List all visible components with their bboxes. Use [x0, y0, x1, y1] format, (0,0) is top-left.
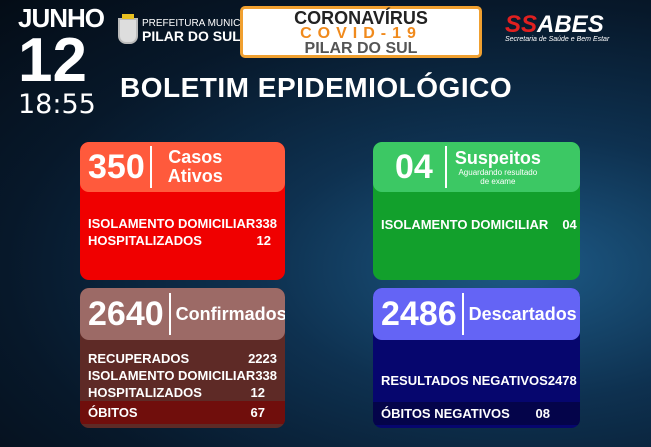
row-label: ISOLAMENTO DOMICILIAR: [381, 217, 549, 232]
row-label: RECUPERADOS: [88, 351, 190, 366]
list-item: HOSPITALIZADOS 12: [80, 232, 285, 249]
time: 18:55: [18, 89, 96, 120]
obitos-label: ÓBITOS NEGATIVOS: [381, 406, 510, 421]
banner-line3: PILAR DO SUL: [304, 40, 418, 57]
ativos-number: 350: [80, 146, 152, 188]
row-label: HOSPITALIZADOS: [88, 233, 202, 248]
obitos-row: ÓBITOS 67: [80, 401, 285, 424]
card-suspeitos: 04 Suspeitos Aguardando resultado de exa…: [373, 142, 580, 280]
row-label: ISOLAMENTO DOMICILIAR: [88, 368, 256, 383]
banner-line1: CORONAVÍRUS: [294, 8, 428, 28]
confirmados-number: 2640: [80, 293, 171, 335]
row-value: 338: [255, 368, 278, 383]
list-item: RESULTADOS NEGATIVOS 2478: [373, 372, 580, 389]
logo-subtitle: Secretaria de Saúde e Bem Estar: [505, 36, 610, 43]
prefeitura-logo: PREFEITURA MUNICIPAL PILAR DO SUL: [118, 14, 262, 44]
list-item: HOSPITALIZADOS 12: [80, 384, 285, 401]
list-item: ISOLAMENTO DOMICILIAR 338: [80, 367, 285, 384]
card-confirmados: 2640 Confirmados RECUPERADOS 2223 ISOLAME…: [80, 288, 285, 428]
row-value: 338: [255, 216, 278, 231]
logo-name: ABES: [537, 11, 604, 38]
confirmados-label: Confirmados: [175, 303, 285, 324]
prefeitura-line1: PREFEITURA MUNICIPAL: [142, 18, 262, 29]
card-descartados: 2486 Descartados RESULTADOS NEGATIVOS 247…: [373, 288, 580, 428]
list-item: ISOLAMENTO DOMICILIAR 04: [373, 216, 580, 233]
banner-line2: COVID-19: [300, 25, 422, 42]
card-casos-ativos: 350 Casos Ativos ISOLAMENTO DOMICILIAR 338…: [80, 142, 285, 280]
suspeitos-number: 04: [373, 146, 447, 188]
list-item: RECUPERADOS 2223: [80, 350, 285, 367]
sabes-logo: SSABES Secretaria de Saúde e Bem Estar: [505, 11, 610, 44]
month: JUNHO: [18, 3, 105, 33]
obitos-value: 67: [250, 405, 265, 420]
row-label: RESULTADOS NEGATIVOS: [381, 373, 548, 388]
row-value: 04: [562, 217, 577, 232]
covid-banner: CORONAVÍRUS COVID-19 PILAR DO SUL: [240, 6, 482, 58]
suspeitos-label: Suspeitos: [454, 147, 541, 168]
prefeitura-line2: PILAR DO SUL: [142, 28, 241, 44]
crest-icon: [118, 14, 138, 44]
ativos-label1: Casos: [168, 147, 223, 167]
day: 12: [18, 26, 87, 95]
row-value: 12: [250, 385, 265, 400]
obitos-label: ÓBITOS: [88, 405, 138, 420]
obitos-value: 08: [535, 406, 550, 421]
row-value: 2478: [547, 373, 577, 388]
row-label: ISOLAMENTO DOMICILIAR: [88, 216, 256, 231]
descartados-number: 2486: [373, 293, 464, 335]
obitos-negativos-row: ÓBITOS NEGATIVOS 08: [373, 402, 580, 425]
descartados-label: Descartados: [468, 303, 577, 324]
list-item: ISOLAMENTO DOMICILIAR 338: [80, 215, 285, 232]
row-value: 2223: [248, 351, 277, 366]
row-value: 12: [256, 233, 271, 248]
suspeitos-sub1: Aguardando resultado: [458, 167, 538, 177]
page-title: BOLETIM EPIDEMIOLÓGICO: [120, 72, 513, 103]
suspeitos-sub2: de exame: [480, 176, 516, 186]
ativos-label2: Ativos: [167, 166, 223, 186]
logo-prefix: SS: [505, 11, 538, 38]
row-label: HOSPITALIZADOS: [88, 385, 202, 400]
